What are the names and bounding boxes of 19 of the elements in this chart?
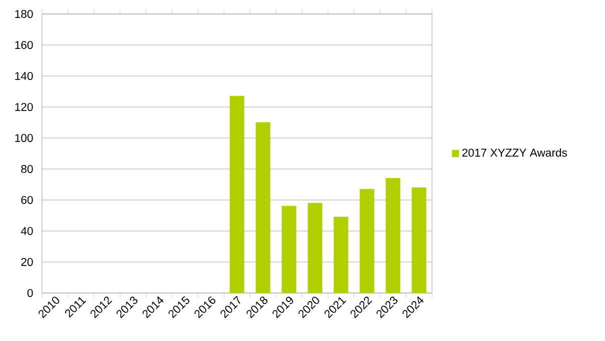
bar (334, 216, 348, 293)
y-tick-label: 180 (15, 10, 33, 18)
bar (230, 96, 244, 293)
y-tick-label: 40 (20, 226, 33, 235)
bar (412, 187, 426, 293)
bar (256, 122, 270, 293)
y-tick-label: 0 (27, 288, 33, 297)
bar (282, 206, 296, 293)
y-tick-label: 80 (21, 164, 33, 173)
bar (360, 188, 374, 293)
y-tick-label: 60 (21, 196, 33, 204)
y-tick-label: 20 (21, 258, 33, 266)
y-tick-label: 160 (15, 40, 33, 49)
y-tick-label: 120 (15, 102, 33, 111)
legend-label: 2017 XYZZY Awards (462, 148, 567, 157)
bar (308, 202, 322, 293)
y-tick-label: 100 (15, 134, 33, 142)
bar (386, 178, 400, 293)
y-tick-label: 140 (15, 72, 33, 80)
